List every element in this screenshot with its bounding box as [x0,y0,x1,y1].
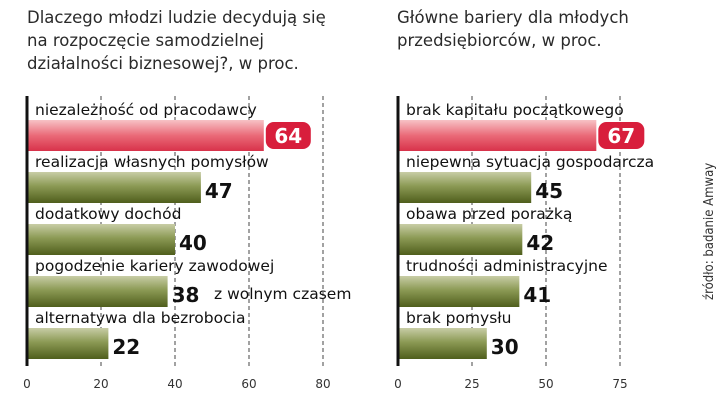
value-label: 42 [526,231,554,255]
value-label: 38 [172,283,200,307]
value-badge [598,122,645,149]
bar [27,328,109,359]
bar [398,276,520,307]
category-label-continuation: z wolnym czasem [214,285,351,303]
chart-left: niezależność od pracodawcy 64 realizacja w… [23,96,351,391]
left-title-line-3: działalności biznesowej?, w proc. [27,54,299,73]
left-title-line-2: na rozpoczęcie samodzielnej [27,31,265,50]
right-title-line-2: przedsiębiorców, w proc. [397,31,602,50]
value-label: 30 [491,335,519,359]
bar [27,224,175,255]
value-label: 22 [112,335,140,359]
bar [398,120,597,151]
tick-label: 50 [538,377,553,391]
left-title-line-1: Dlaczego młodzi ludzie decydują się [27,8,326,27]
category-label: obawa przed porażką [406,205,572,223]
value-label: 67 [607,124,635,148]
bar [27,120,264,151]
tick-label: 75 [612,377,627,391]
category-label: alternatywa dla bezrobocia [35,309,245,327]
tick-label: 25 [464,377,479,391]
value-label: 47 [205,179,233,203]
tick-label: 40 [167,377,182,391]
left-chart-title: Dlaczego młodzi ludzie decydują się na r… [27,6,367,75]
value-label: 41 [523,283,551,307]
tick-label: 0 [394,377,402,391]
value-label: 64 [274,124,302,148]
bar [27,276,168,307]
source-note: źródło: badanie Amway [702,162,717,300]
right-chart-title: Główne bariery dla młodych przedsiębiorc… [397,6,697,52]
bar [398,172,532,203]
tick-label: 60 [241,377,256,391]
category-label: pogodzenie kariery zawodowej [35,257,274,275]
category-label: niepewna sytuacja gospodarcza [406,153,654,171]
category-label: trudności administracyjne [406,257,608,275]
tick-label: 20 [93,377,108,391]
bar [27,172,201,203]
category-label: brak pomysłu [406,309,512,327]
value-label: 40 [179,231,207,255]
chart-right: brak kapitału początkowego 67 niepewna syt… [394,96,654,391]
category-label: brak kapitału początkowego [406,101,624,119]
value-badge [265,122,311,149]
tick-label: 0 [23,377,31,391]
bar [398,328,487,359]
tick-label: 80 [315,377,330,391]
category-label: niezależność od pracodawcy [35,101,257,119]
value-label: 45 [535,179,563,203]
category-label: realizacja własnych pomysłów [35,153,269,171]
right-title-line-1: Główne bariery dla młodych [397,8,629,27]
category-label: dodatkowy dochód [35,205,181,223]
bar [398,224,523,255]
